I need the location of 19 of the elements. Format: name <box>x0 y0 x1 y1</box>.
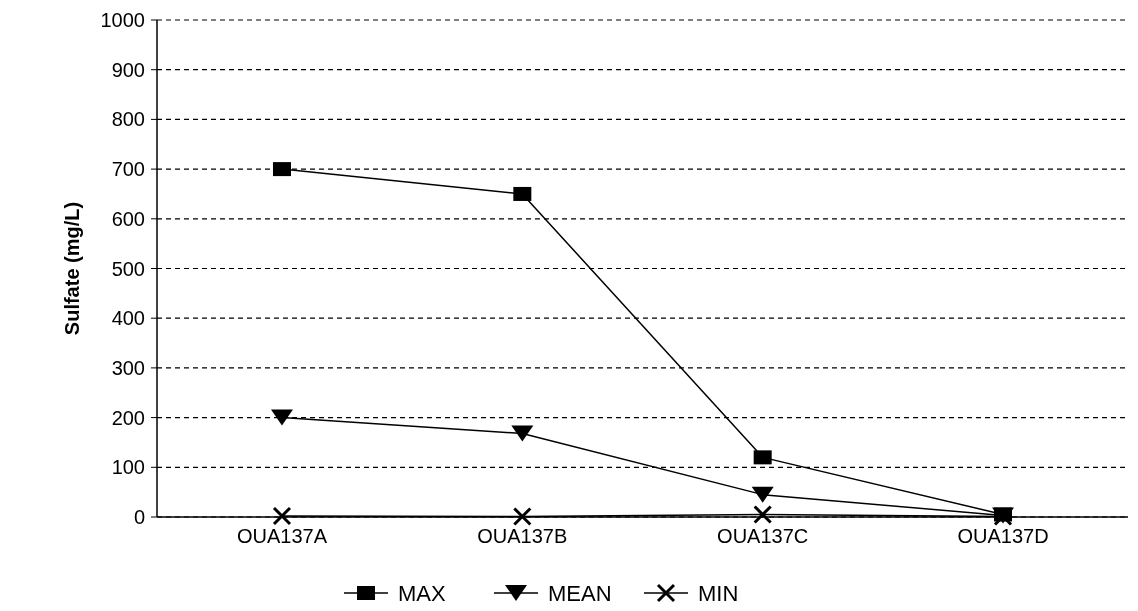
y-tick-label: 600 <box>111 207 145 230</box>
y-tick-label: 200 <box>111 406 145 429</box>
y-tick-label: 700 <box>111 158 145 181</box>
y-tick-label: 1000 <box>100 9 145 31</box>
x-tick-label: OUA137A <box>236 525 328 547</box>
y-tick-label: 100 <box>111 456 145 479</box>
y-axis-title: Sulfate (mg/L) <box>61 201 83 336</box>
y-tick-label: 300 <box>111 356 145 379</box>
y-tick-label: 900 <box>111 58 145 81</box>
legend-label: MAX <box>398 580 446 606</box>
legend-label: MEAN <box>548 580 612 606</box>
y-tick-label: 500 <box>111 257 145 280</box>
y-tick-label: 800 <box>111 108 145 131</box>
y-tick-label: 400 <box>111 307 145 330</box>
y-tick-label: 0 <box>133 506 145 528</box>
x-tick-label: OUA137C <box>717 525 809 547</box>
x-tick-label: OUA137B <box>477 525 568 547</box>
legend-label: MIN <box>698 580 739 606</box>
x-tick-label: OUA137D <box>957 525 1049 547</box>
